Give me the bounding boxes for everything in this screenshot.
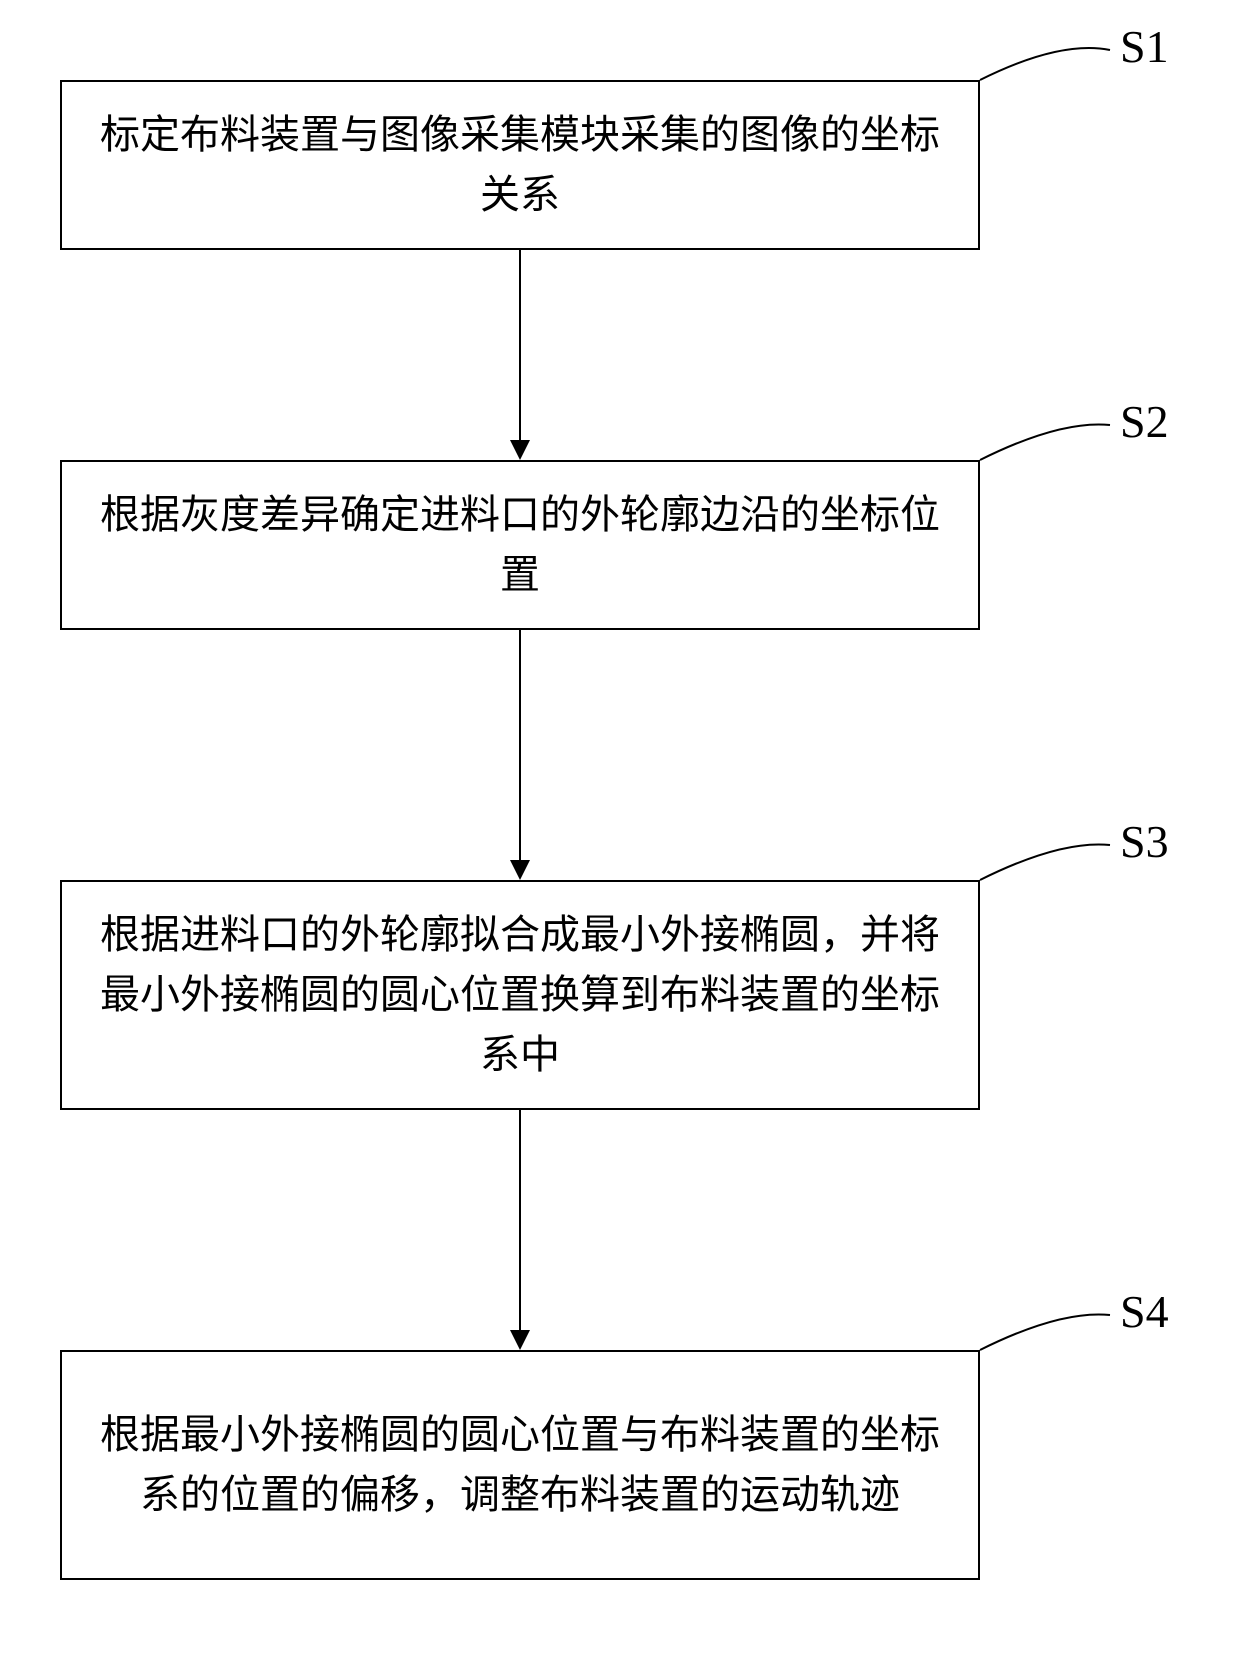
arrow-head-s2-s3 (510, 860, 530, 880)
step-label-s1: S1 (1120, 20, 1169, 73)
step-text-s1: 标定布料装置与图像采集模块采集的图像的坐标关系 (82, 105, 958, 225)
arrow-head-s3-s4 (510, 1330, 530, 1350)
arrow-head-s1-s2 (510, 440, 530, 460)
arrow-s1-s2 (519, 250, 521, 440)
step-box-s4: 根据最小外接椭圆的圆心位置与布料装置的坐标系的位置的偏移，调整布料装置的运动轨迹 (60, 1350, 980, 1580)
step-text-s2: 根据灰度差异确定进料口的外轮廓边沿的坐标位置 (82, 485, 958, 605)
step-box-s1: 标定布料装置与图像采集模块采集的图像的坐标关系 (60, 80, 980, 250)
flowchart-canvas: 标定布料装置与图像采集模块采集的图像的坐标关系 S1 根据灰度差异确定进料口的外… (0, 0, 1240, 1659)
arrow-s3-s4 (519, 1110, 521, 1330)
step-text-s3: 根据进料口的外轮廓拟合成最小外接椭圆，并将最小外接椭圆的圆心位置换算到布料装置的… (82, 905, 958, 1085)
step-box-s2: 根据灰度差异确定进料口的外轮廓边沿的坐标位置 (60, 460, 980, 630)
step-text-s4: 根据最小外接椭圆的圆心位置与布料装置的坐标系的位置的偏移，调整布料装置的运动轨迹 (82, 1405, 958, 1525)
step-label-s2: S2 (1120, 395, 1169, 448)
step-label-s4: S4 (1120, 1285, 1169, 1338)
step-label-s3: S3 (1120, 815, 1169, 868)
arrow-s2-s3 (519, 630, 521, 860)
step-box-s3: 根据进料口的外轮廓拟合成最小外接椭圆，并将最小外接椭圆的圆心位置换算到布料装置的… (60, 880, 980, 1110)
